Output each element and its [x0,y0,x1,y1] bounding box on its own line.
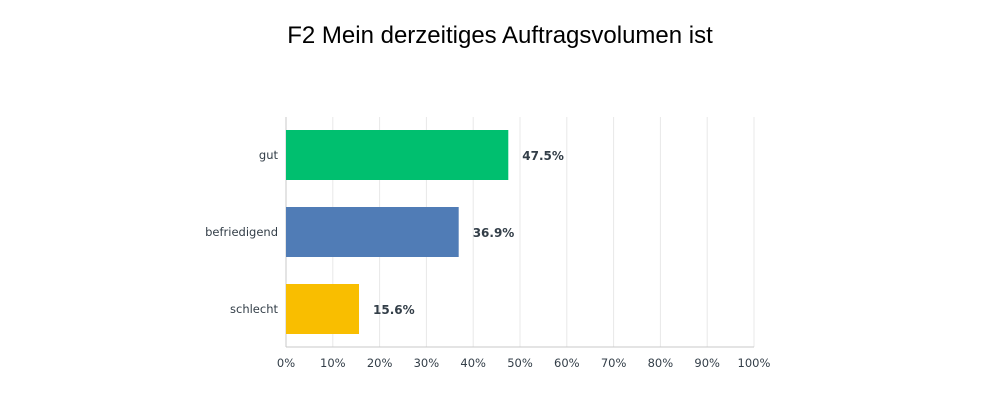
x-tick-label: 30% [414,356,440,370]
bar-2 [286,207,459,257]
x-tick-label: 10% [320,356,346,370]
x-tick-label: 60% [554,356,580,370]
x-tick-label: 70% [601,356,627,370]
x-tick-label: 90% [694,356,720,370]
chart-title: F2 Mein derzeitiges Auftragsvolumen ist [287,22,713,49]
x-tick-label: 20% [367,356,393,370]
category-label: schlecht [230,302,278,316]
data-label: 47.5% [522,149,564,163]
data-label: 15.6% [373,303,415,317]
data-label: 36.9% [473,226,515,240]
bar-3 [286,284,360,334]
x-tick-label: 0% [277,356,295,370]
x-tick-label: 100% [738,356,771,370]
category-label: befriedigend [205,225,278,239]
x-tick-label: 50% [507,356,533,370]
category-label: gut [259,148,279,162]
bar-1 [286,130,509,180]
x-tick-label: 80% [648,356,674,370]
x-tick-label: 40% [460,356,486,370]
